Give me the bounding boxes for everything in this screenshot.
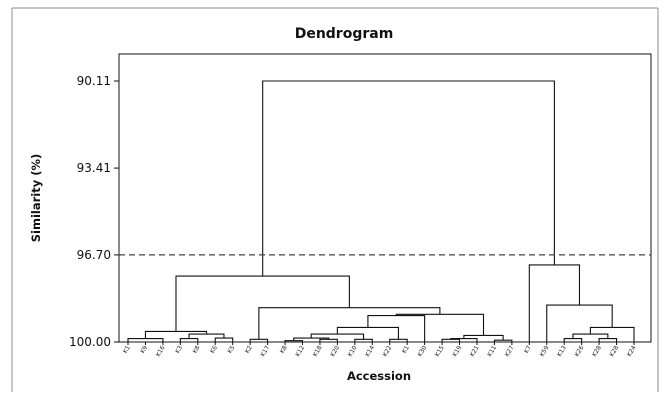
y-axis: 90.11 93.41 96.70 100.00 (69, 74, 119, 349)
x-axis-label: Accession (347, 369, 411, 383)
dendrogram-link-n11 (310, 333, 365, 340)
leaf-label-14: K14 (364, 344, 376, 358)
dendrogram-link-n28 (262, 80, 555, 277)
leaf-label-13: K10 (347, 344, 359, 358)
leaf-label-1: K9 (139, 344, 149, 354)
x-axis-leaf-labels: K1 K9 K16 K3 K8 K6 K5 K2 K17 K8 K12 K18 K20 K10 K14 K22… (122, 342, 638, 358)
leaf-label-6: K5 (226, 344, 236, 354)
leaf-label-23: K7 (523, 344, 533, 354)
leaf-label-28: K28 (608, 344, 620, 358)
dendrogram-link-n24 (572, 333, 609, 339)
leaf-label-10: K12 (294, 344, 306, 358)
leaf-label-18: K15 (434, 344, 446, 358)
leaf-label-4: K8 (192, 344, 202, 354)
leaf-label-17: K30 (417, 344, 429, 358)
leaf-label-12: K20 (329, 344, 341, 358)
plot-area (118, 53, 652, 343)
y-axis-label: Similarity (%) (29, 154, 43, 243)
dendrogram-link-n5 (144, 330, 208, 339)
leaf-label-20: K21 (469, 344, 481, 358)
y-tick-label-3: 100.00 (69, 335, 111, 349)
dendrogram-link-n10 (354, 338, 373, 342)
y-tick-label-1: 93.41 (77, 161, 111, 175)
leaf-label-27: K28 (591, 344, 603, 358)
leaf-label-11: K18 (312, 344, 324, 358)
leaf-label-25: K13 (556, 344, 568, 358)
leaf-label-5: K6 (209, 344, 219, 354)
leaf-label-19: K19 (451, 344, 463, 358)
chart-title: Dendrogram (295, 26, 394, 42)
leaf-label-15: K22 (382, 344, 394, 358)
dendrogram-links (127, 80, 635, 342)
leaf-label-22: K27 (504, 344, 516, 358)
dendrogram-link-n8 (319, 338, 338, 342)
leaf-label-2: K16 (155, 344, 167, 358)
y-tick-label-2: 96.70 (77, 248, 111, 262)
leaf-label-8: K17 (259, 344, 271, 358)
dendrogram-link-n20 (258, 307, 441, 340)
leaf-label-26: K26 (574, 344, 586, 358)
dendrogram-link-n4 (188, 333, 225, 339)
leaf-label-16: K1 (401, 344, 411, 354)
leaf-label-21: K11 (486, 344, 498, 358)
leaf-label-24: K59 (539, 344, 551, 358)
leaf-label-9: K8 (279, 344, 289, 354)
dendrogram-link-n14 (367, 315, 426, 342)
dendrogram-link-n26 (546, 304, 613, 342)
leaf-label-3: K3 (174, 344, 184, 354)
leaf-label-0: K1 (122, 344, 132, 354)
leaf-label-7: K2 (244, 344, 254, 354)
dendrogram-link-n17 (493, 339, 513, 342)
leaf-label-29: K24 (626, 344, 638, 358)
dendrogram-link-n15 (441, 338, 461, 342)
dendrogram-link-n6 (249, 338, 269, 342)
y-tick-label-0: 90.11 (77, 74, 111, 88)
dendrogram-link-n12 (389, 338, 408, 342)
